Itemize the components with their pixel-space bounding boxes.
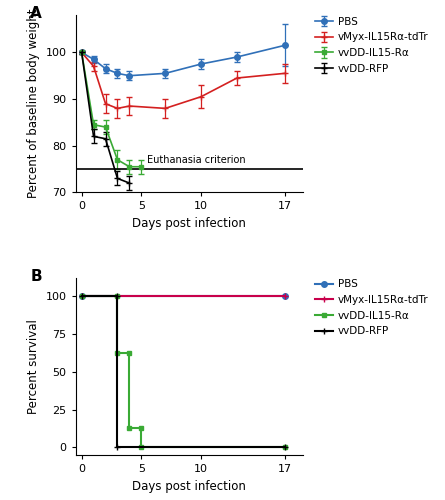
vvDD-IL15-Rα: [139, 444, 144, 450]
vvDD-RFP: [115, 444, 120, 450]
vvDD-IL15-Rα: [79, 293, 84, 299]
vvDD-RFP: [115, 293, 120, 299]
Y-axis label: Percent of baseline body weight: Percent of baseline body weight: [27, 9, 40, 198]
Legend: PBS, vMyx-IL15Rα-tdTr, vvDD-IL15-Rα, vvDD-RFP: PBS, vMyx-IL15Rα-tdTr, vvDD-IL15-Rα, vvD…: [315, 279, 428, 336]
vvDD-RFP: [79, 293, 84, 299]
vvDD-IL15-Rα: [282, 444, 287, 450]
vvDD-IL15-Rα: [139, 426, 144, 432]
vvDD-IL15-Rα: [127, 426, 132, 432]
X-axis label: Days post infection: Days post infection: [132, 480, 246, 492]
Line: vvDD-IL15-Rα: vvDD-IL15-Rα: [80, 294, 287, 450]
Text: B: B: [30, 268, 42, 283]
X-axis label: Days post infection: Days post infection: [132, 217, 246, 230]
Y-axis label: Percent survival: Percent survival: [27, 319, 40, 414]
vvDD-IL15-Rα: [115, 293, 120, 299]
Text: Euthanasia criterion: Euthanasia criterion: [147, 156, 246, 166]
vvDD-IL15-Rα: [115, 350, 120, 356]
vvDD-RFP: [282, 444, 287, 450]
vvDD-IL15-Rα: [127, 350, 132, 356]
Text: A: A: [30, 6, 42, 21]
Line: vvDD-RFP: vvDD-RFP: [78, 292, 288, 451]
Legend: PBS, vMyx-IL15Rα-tdTr, vvDD-IL15-Rα, vvDD-RFP: PBS, vMyx-IL15Rα-tdTr, vvDD-IL15-Rα, vvD…: [315, 16, 428, 74]
